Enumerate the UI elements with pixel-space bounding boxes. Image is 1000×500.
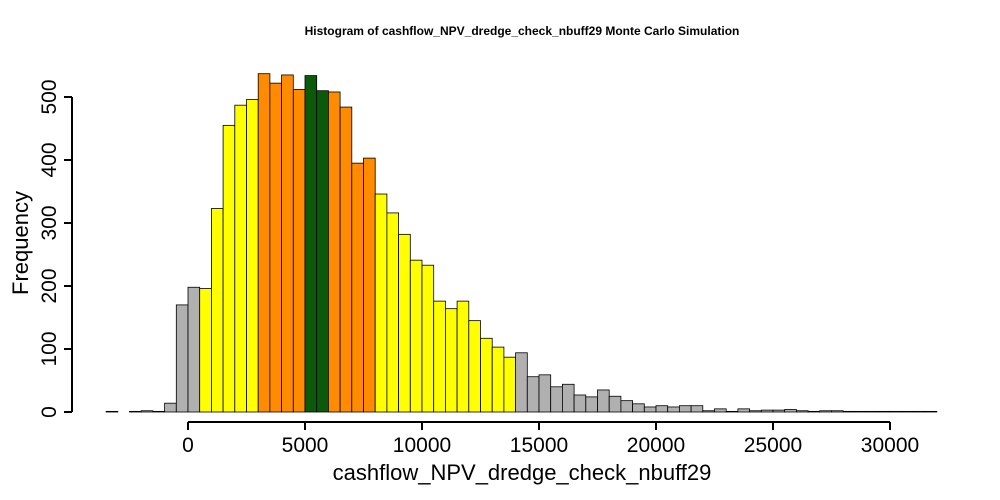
histogram-bar	[503, 356, 516, 413]
histogram-bar	[714, 408, 727, 413]
histogram-bar	[749, 410, 762, 413]
x-tick-label: 10000	[393, 434, 451, 457]
histogram-bar	[550, 386, 563, 413]
histogram-bar	[175, 304, 189, 413]
histogram-bar	[866, 410, 879, 413]
x-tick-label: 25000	[744, 434, 802, 457]
x-tick-label: 5000	[282, 434, 329, 457]
chart-title: Histogram of cashflow_NPV_dredge_check_n…	[305, 24, 740, 38]
histogram-bar	[901, 410, 914, 413]
y-tick-label: 200	[38, 268, 61, 303]
histogram-bar	[152, 410, 165, 413]
histogram-bar	[468, 320, 481, 413]
histogram-bar	[913, 410, 926, 413]
histogram-bar	[199, 288, 212, 413]
histogram-bar	[796, 410, 809, 413]
histogram-bar	[562, 383, 575, 413]
histogram-bar	[374, 193, 388, 413]
histogram-bar	[421, 264, 435, 413]
histogram-bar	[632, 403, 645, 413]
x-axis-ticks: 0 5000 10000 15000 20000 25000 30000	[182, 422, 919, 457]
histogram-bar	[807, 410, 821, 413]
histogram-bar	[643, 406, 657, 413]
histogram-bar	[620, 400, 634, 413]
histogram-bar	[573, 394, 587, 413]
histogram-bar	[854, 410, 868, 413]
histogram-bar	[327, 91, 341, 413]
histogram-bar	[819, 410, 832, 413]
histogram-bar	[538, 374, 552, 413]
histogram-bar	[526, 376, 540, 413]
histogram-bar	[304, 75, 318, 413]
histogram-bar	[164, 402, 177, 413]
histogram-bar	[398, 233, 411, 413]
histogram-bar	[105, 410, 119, 413]
histogram-bar	[480, 337, 493, 413]
histogram-bar	[702, 410, 715, 413]
histogram-bar	[351, 162, 364, 413]
histogram-bar	[725, 410, 739, 413]
histogram-bar	[316, 90, 329, 413]
x-axis-label: cashflow_NPV_dredge_check_nbuff29	[333, 460, 712, 485]
histogram-bar	[585, 396, 598, 413]
histogram-bar	[772, 409, 786, 413]
histogram-bar	[363, 157, 376, 413]
histogram-bar	[234, 104, 247, 413]
x-tick-label: 0	[182, 434, 194, 457]
histogram-bar	[889, 410, 903, 413]
histogram-bar	[339, 106, 353, 413]
histogram-bar	[737, 408, 751, 413]
histogram-bar	[210, 208, 224, 413]
histogram-bar	[222, 124, 236, 413]
histogram-bar	[608, 395, 622, 413]
histogram-bar	[433, 300, 446, 413]
histogram-bar	[784, 409, 797, 413]
y-axis-label: Frequency	[8, 191, 33, 295]
histogram-bar	[444, 308, 458, 413]
histogram-bar	[257, 73, 271, 413]
histogram-bar	[140, 410, 154, 413]
histogram-bar	[924, 410, 938, 413]
x-tick-label: 30000	[861, 434, 919, 457]
histogram-bar	[842, 410, 856, 413]
histogram-bar	[269, 82, 282, 413]
y-tick-label: 400	[38, 142, 61, 177]
histogram-bar	[409, 259, 423, 413]
histogram-bar	[456, 300, 470, 413]
y-tick-label: 300	[38, 205, 61, 240]
x-tick-label: 15000	[510, 434, 568, 457]
histogram-bar	[831, 410, 844, 413]
histogram-bar	[491, 346, 505, 413]
histogram-bar	[129, 410, 142, 413]
histogram-bar	[760, 409, 774, 413]
histogram-bar	[292, 89, 306, 413]
histogram-bar	[246, 99, 259, 413]
histogram-bar	[386, 212, 399, 413]
histogram-bar	[667, 406, 680, 413]
histogram-bar	[655, 405, 669, 413]
y-axis-ticks: 0 100 200 300 400 500	[38, 79, 72, 418]
y-tick-label: 100	[38, 331, 61, 366]
histogram-bar	[597, 389, 610, 413]
histogram-bar	[877, 410, 891, 413]
x-tick-label: 20000	[627, 434, 685, 457]
histogram-bar	[515, 352, 528, 413]
histogram-bars	[105, 73, 938, 413]
histogram-bar	[281, 74, 294, 413]
histogram-bar	[187, 286, 201, 413]
histogram-bar	[690, 405, 704, 413]
histogram-bar	[679, 405, 692, 413]
y-tick-label: 500	[38, 79, 61, 114]
y-tick-label: 0	[38, 406, 61, 418]
